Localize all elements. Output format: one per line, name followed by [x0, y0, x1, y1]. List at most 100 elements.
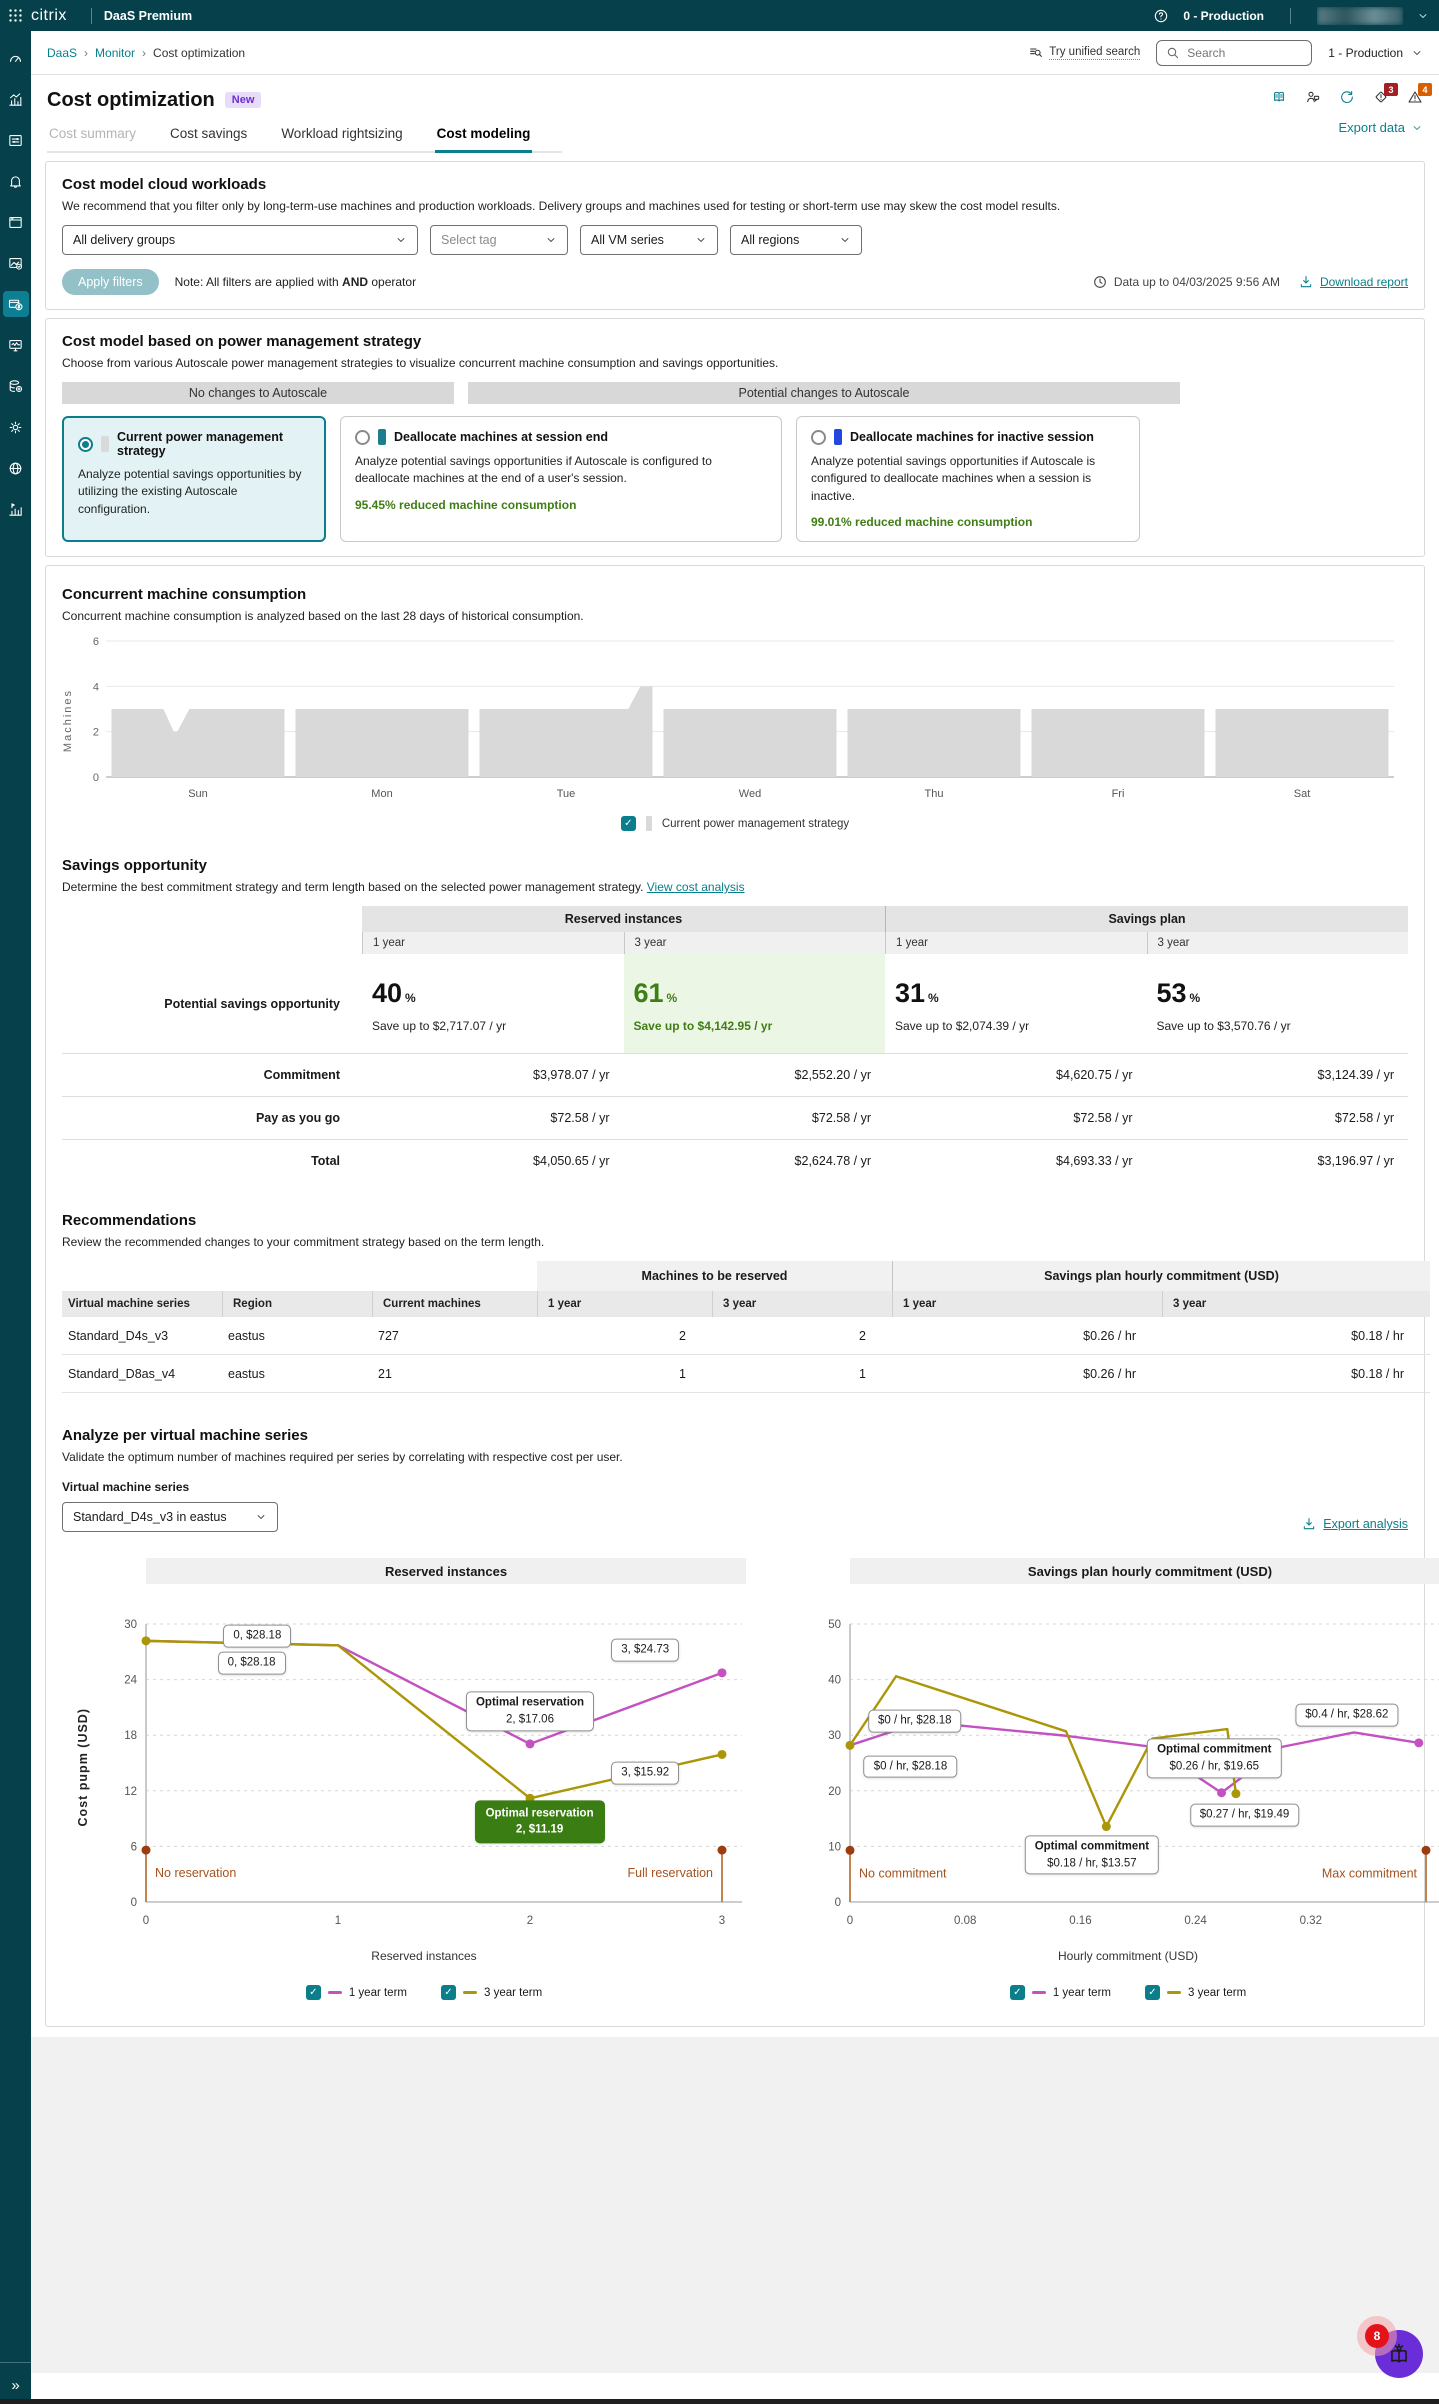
- sidebar-item-controls[interactable]: [3, 127, 29, 153]
- citrix-logo: citrix: [31, 6, 67, 24]
- tenant-name: 0 - Production: [1183, 8, 1264, 23]
- svg-text:6: 6: [131, 1842, 137, 1854]
- tab-cost-summary[interactable]: Cost summary: [49, 126, 137, 141]
- help-icon[interactable]: [1153, 8, 1169, 24]
- chart-annotation: 3, $24.73: [611, 1638, 680, 1662]
- svg-text:30: 30: [124, 1619, 137, 1631]
- legend-swatch: [1167, 1991, 1181, 1995]
- svg-text:1: 1: [335, 1915, 341, 1927]
- legend-checkbox[interactable]: ✓: [1009, 1985, 1025, 2001]
- chevron-down-icon: [1411, 47, 1423, 59]
- vm-series-selector[interactable]: Standard_D4s_v3 in eastus: [62, 1502, 278, 1533]
- svg-text:Thu: Thu: [925, 788, 944, 800]
- sidebar-item-notifications[interactable]: [3, 168, 29, 194]
- svg-text:10: 10: [828, 1842, 841, 1854]
- tag-dropdown[interactable]: Select tag: [430, 225, 568, 255]
- filters-note: Note: All filters are applied with AND o…: [174, 275, 417, 289]
- fab-notification-badge: 8: [1365, 2324, 1389, 2348]
- export-analysis-link[interactable]: Export analysis: [1301, 1516, 1408, 1532]
- svg-text:0: 0: [93, 772, 99, 784]
- legend-checkbox[interactable]: ✓: [305, 1985, 321, 2001]
- breadcrumb-bar: DaaS Monitor Cost optimization Try unifi…: [31, 31, 1439, 75]
- documentation-icon[interactable]: [1271, 89, 1287, 105]
- chart-plot: 0 6 12 18 24 30 0 1 2 3 No reservation Full reserva…: [102, 1610, 746, 1935]
- guide-book-icon: [1386, 2341, 1412, 2367]
- sidebar-item-dashboard[interactable]: [3, 45, 29, 71]
- breadcrumb-monitor[interactable]: Monitor: [77, 46, 135, 60]
- svg-text:Sat: Sat: [1294, 788, 1311, 800]
- search-input[interactable]: [1187, 45, 1298, 60]
- account-chevron-down-icon[interactable]: [1417, 10, 1429, 22]
- unified-search-button[interactable]: Try unified search: [1028, 45, 1141, 61]
- legend-checkbox[interactable]: ✓: [1145, 1985, 1160, 2001]
- sidebar-item-monitor[interactable]: [3, 332, 29, 358]
- radio-selected[interactable]: [78, 436, 93, 452]
- sidebar-item-data[interactable]: [3, 373, 29, 399]
- strategy-card-session-end[interactable]: Deallocate machines at session end Analy…: [340, 416, 782, 543]
- regions-dropdown[interactable]: All regions: [730, 225, 862, 255]
- chart-title: Savings plan hourly commitment (USD): [850, 1558, 1439, 1585]
- legend-checkbox[interactable]: ✓: [441, 1985, 456, 2001]
- svg-text:2: 2: [527, 1915, 533, 1927]
- sidebar-item-globe[interactable]: [3, 455, 29, 481]
- apply-filters-button[interactable]: Apply filters: [62, 269, 159, 295]
- savings-percent: 99.01% reduced machine consumption: [811, 515, 1033, 530]
- commitment-row: Commitment $3,978.07 / yr $2,552.20 / yr…: [62, 1053, 1408, 1096]
- radio-unselected[interactable]: [355, 429, 370, 445]
- app-waffle-icon[interactable]: [0, 7, 31, 24]
- recommendations-table: Machines to be reserved Savings plan hou…: [62, 1261, 1430, 1394]
- sidebar-item-settings[interactable]: [3, 414, 29, 440]
- download-report-link[interactable]: Download report: [1298, 274, 1408, 290]
- notifications-icon: [7, 173, 24, 190]
- savings-description: Determine the best commitment strategy a…: [62, 880, 745, 895]
- warning-alert-icon[interactable]: 4: [1407, 83, 1432, 105]
- chart-annotation: $0 / hr, $28.18: [868, 1709, 962, 1733]
- tag-alert-icon[interactable]: 3: [1373, 83, 1398, 105]
- col-header: 3 year: [712, 1291, 892, 1318]
- download-icon: [1301, 1516, 1317, 1532]
- org-selector[interactable]: 1 - Production: [1328, 46, 1423, 60]
- monitor-icon: [7, 337, 24, 354]
- svg-text:0: 0: [847, 1915, 853, 1927]
- chart-annotation: 3, $15.92: [611, 1762, 680, 1785]
- delivery-groups-dropdown[interactable]: All delivery groups: [62, 225, 418, 255]
- chart-ylabel: Cost pupm (USD): [76, 1708, 90, 1827]
- col-header: Region: [222, 1291, 372, 1318]
- filters-panel: Cost model cloud workloads We recommend …: [45, 161, 1425, 310]
- strategy-card-inactive-session[interactable]: Deallocate machines for inactive session…: [796, 416, 1140, 543]
- vm-series-dropdown[interactable]: All VM series: [580, 225, 718, 255]
- gray-swatch: [101, 436, 109, 452]
- refresh-icon[interactable]: [1339, 89, 1355, 105]
- savings-percent: 95.45% reduced machine consumption: [355, 497, 577, 512]
- search-box[interactable]: [1156, 39, 1313, 66]
- sidebar-item-window[interactable]: [3, 209, 29, 235]
- breadcrumb-daas[interactable]: DaaS: [47, 45, 78, 60]
- sidebar-item-cost-optimization[interactable]: [2, 291, 29, 317]
- svg-text:24: 24: [124, 1675, 137, 1687]
- help-guide-fab[interactable]: 8: [1365, 2324, 1423, 2378]
- savings-table: Reserved instances Savings plan 1 year 3…: [62, 906, 1408, 1182]
- tab-bar: Cost summary Cost savings Workload right…: [47, 118, 563, 153]
- user-feedback-icon[interactable]: [1305, 89, 1321, 105]
- sidebar-item-analytics[interactable]: [3, 86, 29, 112]
- dashboard-icon: [7, 50, 24, 67]
- tab-workload-rightsizing[interactable]: Workload rightsizing: [281, 126, 403, 141]
- insights-icon: [7, 501, 24, 518]
- radio-unselected[interactable]: [811, 429, 826, 445]
- vm-series-label: Virtual machine series: [62, 1480, 190, 1495]
- download-icon: [1298, 274, 1314, 290]
- col-header: 3 year: [1162, 1291, 1430, 1318]
- consumption-description: Concurrent machine consumption is analyz…: [62, 609, 584, 624]
- sidebar-expand-button[interactable]: »: [0, 2362, 31, 2394]
- legend-checkbox[interactable]: ✓: [620, 816, 636, 832]
- legend-swatch: [463, 1991, 477, 1995]
- tab-cost-savings[interactable]: Cost savings: [170, 126, 248, 141]
- export-data-button[interactable]: Export data: [1339, 120, 1424, 135]
- strategy-card-current[interactable]: Current power management strategy Analyz…: [62, 416, 326, 543]
- sidebar-item-insights[interactable]: [3, 496, 29, 522]
- chevron-down-icon: [695, 234, 707, 246]
- view-cost-analysis-link[interactable]: View cost analysis: [646, 880, 745, 895]
- tab-cost-modeling[interactable]: Cost modeling: [434, 118, 533, 153]
- chevron-down-icon: [395, 234, 407, 246]
- sidebar-item-image-check[interactable]: [3, 250, 29, 276]
